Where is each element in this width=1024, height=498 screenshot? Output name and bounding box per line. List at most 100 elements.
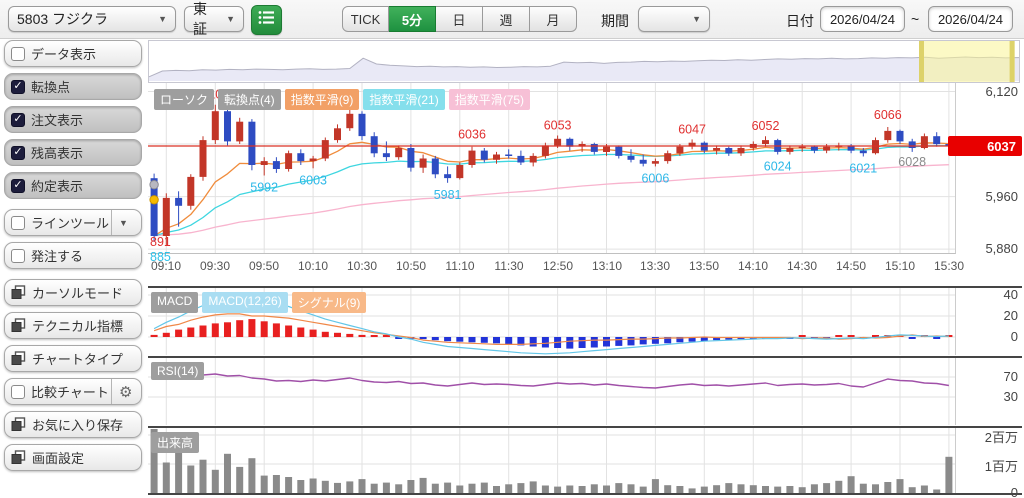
checkbox[interactable]: ✓ (11, 145, 25, 160)
sidebar-button-compare-chart[interactable]: 比較チャート ⚙ (4, 378, 142, 405)
svg-text:6052: 6052 (752, 119, 780, 133)
sidebar-button-data-display[interactable]: データ表示 (4, 40, 142, 67)
checkbox[interactable] (11, 384, 25, 399)
time-tick-label: 14:10 (737, 259, 769, 273)
time-tick-label: 15:30 (933, 259, 965, 273)
sidebar-button-label: 注文表示 (31, 113, 84, 128)
axis-label: 6,120 (985, 84, 1018, 99)
timeframe-day[interactable]: 日 (436, 6, 483, 32)
checkbox[interactable]: ✓ (11, 178, 25, 193)
exchange-select[interactable]: 東証 ▼ (184, 1, 244, 37)
svg-text:6006: 6006 (641, 171, 669, 185)
legend-badge: 指数平滑(75) (448, 89, 531, 110)
axis-label: 0 (1010, 329, 1018, 344)
checkbox[interactable]: ✓ (11, 112, 25, 127)
legend-badge: 指数平滑(21) (363, 89, 445, 110)
date-label: 日付 (786, 13, 814, 29)
sidebar-button-label: 画面設定 (32, 451, 85, 466)
time-tick-label: 09:50 (248, 259, 280, 273)
svg-text:6028: 6028 (898, 155, 926, 169)
time-tick-label: 09:10 (150, 259, 182, 273)
sidebar-button-cursor-mode[interactable]: カーソルモード (4, 279, 142, 306)
sidebar-button-label: テクニカル指標 (32, 319, 124, 334)
svg-text:6003: 6003 (299, 173, 327, 187)
chevron-down-icon: ▼ (158, 14, 167, 24)
svg-text:6053: 6053 (544, 119, 572, 133)
price-chart-panel[interactable]: 891 885 6100 5992 6003 5981 6036 6053 6006 6047 60… (148, 83, 956, 264)
date-to-input[interactable]: 2026/04/24 (928, 6, 1013, 32)
sidebar-button-screen-settings[interactable]: 画面設定 (4, 444, 142, 471)
legend-badge: 出来高 (151, 432, 200, 453)
windows-icon (11, 285, 26, 300)
legend-badge: シグナル(9) (291, 292, 367, 313)
svg-text:5992: 5992 (250, 181, 278, 195)
time-tick-label: 10:10 (297, 259, 329, 273)
svg-text:6024: 6024 (764, 160, 792, 174)
current-price-badge: 6037 (948, 136, 1022, 156)
timeframe-5min[interactable]: 5分 (389, 6, 436, 32)
checkbox[interactable] (11, 215, 25, 230)
axis-label: 5,880 (985, 241, 1018, 256)
windows-icon (11, 351, 26, 366)
sidebar-button-label: 約定表示 (31, 179, 84, 194)
time-tick-label: 10:30 (346, 259, 378, 273)
sidebar-button-label: 比較チャート (31, 385, 109, 400)
panel-separator (148, 356, 1022, 358)
panel-separator (148, 286, 1022, 288)
volume-panel[interactable] (148, 428, 956, 494)
windows-icon (11, 450, 26, 465)
gear-icon[interactable]: ⚙ (111, 379, 135, 404)
sidebar-button-label: お気に入り保存 (32, 418, 124, 433)
timeframe-month[interactable]: 月 (530, 6, 577, 32)
timeframe-tick[interactable]: TICK (342, 6, 389, 32)
sidebar-button-turning-point[interactable]: ✓ 転換点 (4, 73, 142, 100)
sidebar-button-chart-type[interactable]: チャートタイプ (4, 345, 142, 372)
sidebar-button-balance-display[interactable]: ✓ 残高表示 (4, 139, 142, 166)
range-navigator[interactable] (148, 40, 1020, 83)
rsi-panel[interactable] (148, 358, 956, 425)
sidebar-button-execution-display[interactable]: ✓ 約定表示 (4, 172, 142, 199)
sidebar-button-label: 残高表示 (31, 146, 84, 161)
sidebar-button-save-favorite[interactable]: お気に入り保存 (4, 411, 142, 438)
timeframe-week[interactable]: 週 (483, 6, 530, 32)
period-label: 期間 (601, 13, 629, 29)
svg-text:5981: 5981 (434, 188, 462, 202)
chart-area[interactable]: 891 885 6100 5992 6003 5981 6036 6053 6006 6047 60… (148, 40, 1024, 498)
watchlist-button[interactable] (251, 5, 282, 35)
checkbox[interactable]: ✓ (11, 79, 25, 94)
chevron-down-icon[interactable]: ▼ (111, 210, 135, 235)
axis-label: 5,960 (985, 189, 1018, 204)
checkbox[interactable] (11, 248, 25, 263)
time-tick-label: 13:10 (591, 259, 623, 273)
sidebar-button-label: 発注する (31, 249, 84, 264)
list-icon (258, 10, 275, 30)
sidebar-button-place-order[interactable]: 発注する (4, 242, 142, 269)
legend-badge: 転換点(4) (218, 89, 281, 110)
sidebar-button-label: チャートタイプ (32, 352, 123, 367)
panel-separator (148, 493, 1022, 495)
main-chart-legend: ローソク 転換点(4) 指数平滑(9) 指数平滑(21) 指数平滑(75) (154, 89, 531, 110)
time-tick-label: 14:50 (835, 259, 867, 273)
axis-label: 0 (1010, 485, 1018, 498)
legend-badge: 指数平滑(9) (284, 89, 360, 110)
sidebar-button-technical-indicators[interactable]: テクニカル指標 (4, 312, 142, 339)
windows-icon (11, 318, 26, 333)
chevron-down-icon: ▼ (226, 14, 235, 24)
symbol-select[interactable]: 5803 フジクラ ▼ (8, 6, 176, 32)
axis-label: 30 (1003, 389, 1018, 404)
symbol-select-value: 5803 フジクラ (17, 11, 109, 27)
svg-text:6021: 6021 (849, 162, 877, 176)
sidebar: データ表示 ✓ 転換点 ✓ 注文表示 ✓ 残高表示 ✓ 約定表示 ラインツール ▼ 発注する カーソルモ… (0, 40, 146, 498)
navigator-handle-right (1009, 41, 1015, 82)
axis-label: 1百万 (984, 459, 1018, 474)
legend-badge: RSI(14) (151, 362, 205, 380)
sidebar-button-line-tool[interactable]: ラインツール ▼ (4, 209, 142, 236)
date-from-input[interactable]: 2026/04/24 (820, 6, 905, 32)
windows-icon (11, 417, 26, 432)
axis-label: 70 (1003, 369, 1018, 384)
period-select[interactable]: ▼ (638, 6, 710, 32)
time-tick-label: 09:30 (199, 259, 231, 273)
sidebar-button-order-display[interactable]: ✓ 注文表示 (4, 106, 142, 133)
checkbox[interactable] (11, 46, 25, 61)
